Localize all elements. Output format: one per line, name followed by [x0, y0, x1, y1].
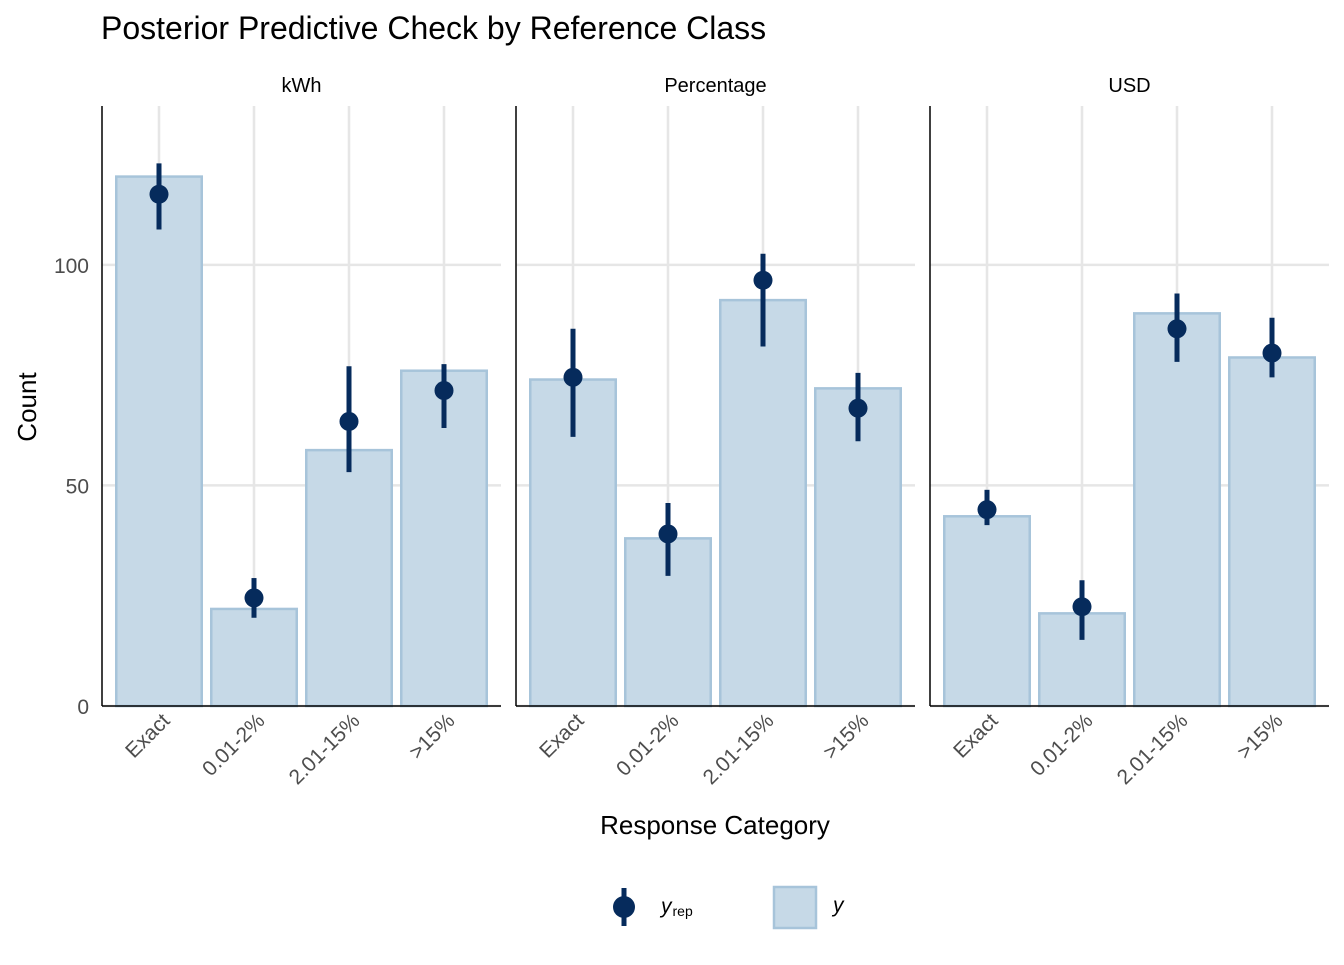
facet-label-USD: USD — [1108, 75, 1150, 97]
y-tick-label: 0 — [77, 696, 89, 719]
x-tick-label: 2.01-15% — [1113, 709, 1193, 789]
x-tick-label: 0.01-2% — [612, 709, 684, 781]
bar-y-USD-2 — [1133, 312, 1221, 708]
bar-y-Percentage-2 — [719, 298, 807, 708]
x-tick-label: Exact — [949, 709, 1003, 763]
legend-key-yrep — [613, 888, 635, 926]
panel-1: Percentage Exact 0.01-2% 2.01-15% >15% — [515, 75, 915, 789]
bar-y-USD-0 — [943, 515, 1031, 708]
chart-title: Posterior Predictive Check by Reference … — [101, 10, 766, 46]
bar-y-kWh-0 — [115, 175, 203, 708]
legend-key-y — [772, 885, 818, 930]
yrep-point-kWh-3 — [434, 381, 454, 401]
legend-label-yrep: yrep — [659, 895, 693, 919]
x-tick-label: 2.01-15% — [285, 709, 365, 789]
bar-y-Percentage-3 — [814, 387, 902, 708]
x-tick-label: 0.01-2% — [198, 709, 270, 781]
x-tick-label: >15% — [819, 709, 874, 764]
yrep-point-USD-2 — [1167, 319, 1187, 339]
yrep-point-USD-0 — [977, 500, 997, 520]
legend-label-y: y — [831, 894, 845, 917]
x-tick-label: >15% — [405, 709, 460, 764]
facet-label-Percentage: Percentage — [664, 75, 766, 97]
bar-y-USD-3 — [1228, 356, 1316, 708]
yrep-point-Percentage-3 — [848, 398, 868, 418]
y-tick-label: 100 — [54, 255, 89, 278]
x-tick-label: >15% — [1233, 709, 1288, 764]
yrep-point-Percentage-0 — [563, 367, 583, 387]
x-axis-label: Response Category — [600, 810, 830, 840]
yrep-point-kWh-2 — [339, 411, 359, 431]
legend-yrep-point — [613, 896, 635, 918]
x-tick-label: 0.01-2% — [1026, 709, 1098, 781]
legend: yrep y — [613, 885, 845, 930]
y-axis-label: Count — [12, 372, 42, 442]
yrep-point-USD-3 — [1262, 343, 1282, 363]
facet-label-kWh: kWh — [282, 75, 322, 97]
bar-y-kWh-1 — [210, 607, 298, 708]
yrep-point-Percentage-2 — [753, 270, 773, 290]
yrep-point-kWh-1 — [244, 588, 264, 608]
yrep-point-kWh-0 — [149, 184, 169, 204]
x-tick-label: Exact — [535, 709, 589, 763]
bar-y-kWh-2 — [305, 448, 393, 708]
legend-yrep-main: y — [659, 895, 673, 918]
y-axis: 0 50 100 — [54, 255, 89, 719]
yrep-point-USD-1 — [1072, 597, 1092, 617]
x-tick-label: Exact — [121, 709, 175, 763]
panel-2: USD Exact 0.01-2% 2.01-15% >15% — [929, 75, 1329, 789]
yrep-point-Percentage-1 — [658, 524, 678, 544]
panel-0: kWh Exact 0.01-2% 2.01-15% >15% — [101, 75, 501, 789]
legend-yrep-subscript: rep — [673, 903, 693, 919]
x-tick-label: 2.01-15% — [699, 709, 779, 789]
y-tick-label: 50 — [66, 475, 89, 498]
